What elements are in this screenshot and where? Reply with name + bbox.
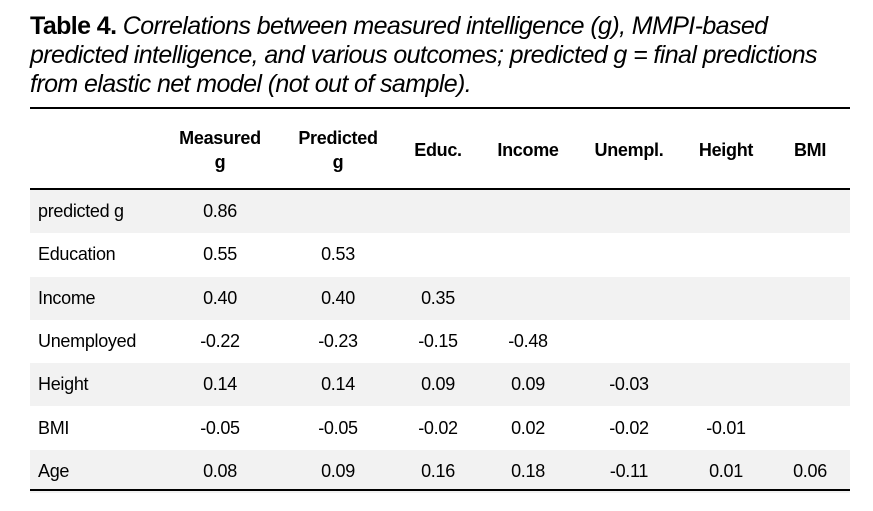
table-cell: -0.05 xyxy=(318,417,358,438)
column-header: Income xyxy=(480,124,576,176)
table-row: Unemployed -0.22 -0.23 -0.15 -0.48 xyxy=(30,320,850,363)
table-cell: 0.14 xyxy=(203,374,237,395)
table-cell: 0.09 xyxy=(321,460,355,481)
column-header-line1: Educ. xyxy=(414,140,462,160)
row-label: Age xyxy=(38,460,70,481)
table-cell: -0.15 xyxy=(418,330,458,351)
row-label: BMI xyxy=(38,417,70,438)
column-header-line1: BMI xyxy=(793,140,827,160)
table-cell: 0.40 xyxy=(203,287,237,308)
column-header: BMI xyxy=(762,124,858,176)
table-cell: 0.02 xyxy=(511,417,545,438)
column-header: Educ. xyxy=(390,124,486,176)
table-row: predicted g 0.86 xyxy=(30,190,850,233)
table-row: BMI -0.05 -0.05 -0.02 0.02 -0.02 -0.01 xyxy=(30,407,850,450)
row-label: Unemployed xyxy=(38,330,137,351)
table-cell: -0.01 xyxy=(706,417,746,438)
table-cell: 0.14 xyxy=(321,374,355,395)
table-cell: 0.18 xyxy=(511,460,545,481)
table-cell: -0.48 xyxy=(508,330,548,351)
row-label: predicted g xyxy=(38,201,124,221)
column-header-line1: Height xyxy=(698,140,754,160)
column-header-line1: Income xyxy=(497,140,559,160)
table-cell: -0.05 xyxy=(200,417,240,438)
table-cell: -0.22 xyxy=(200,330,240,351)
row-label: Height xyxy=(38,374,89,395)
table-top-rule xyxy=(30,107,850,109)
table-cell: 0.09 xyxy=(511,374,545,395)
table-cell: 0.08 xyxy=(203,460,237,481)
column-header: Height xyxy=(678,124,774,176)
table-cell: 0.09 xyxy=(421,374,455,395)
table-cell: 0.86 xyxy=(203,201,237,221)
table-cell: 0.40 xyxy=(321,287,355,308)
table-header-rule xyxy=(30,188,850,190)
table-cell: -0.02 xyxy=(609,417,649,438)
table-cell: 0.01 xyxy=(709,460,743,481)
table-cell: 0.53 xyxy=(321,244,355,265)
table-caption-text: Correlations between measured intelligen… xyxy=(30,12,818,98)
column-header-line1: Predicted xyxy=(298,128,378,148)
table-row: Education 0.55 0.53 xyxy=(30,233,850,276)
column-header: Measured g xyxy=(172,124,268,176)
table-cell: 0.55 xyxy=(203,244,237,265)
table-row: Income 0.40 0.40 0.35 xyxy=(30,276,850,320)
column-header-line1: Measured xyxy=(179,128,261,148)
column-header: Predicted g xyxy=(290,124,386,176)
table-cell: 0.35 xyxy=(421,287,455,308)
table-caption: Table 4. Correlations between measured i… xyxy=(30,12,860,99)
table-caption-label: Table 4. xyxy=(30,12,117,40)
table-cell: -0.23 xyxy=(318,330,358,351)
column-header-line1: Unempl. xyxy=(594,140,664,160)
column-header-line2: g xyxy=(214,152,226,172)
row-label: Income xyxy=(38,287,96,308)
table-row: Age 0.08 0.09 0.16 0.18 -0.11 0.01 0.06 xyxy=(30,449,850,493)
table-row: Height 0.14 0.14 0.09 0.09 -0.03 xyxy=(30,363,850,407)
column-header: Unempl. xyxy=(581,124,677,176)
table-bottom-rule xyxy=(30,489,850,491)
table-cell: -0.02 xyxy=(418,417,458,438)
row-label: Education xyxy=(38,244,116,265)
column-header-line2: g xyxy=(332,152,344,172)
table-cell: -0.11 xyxy=(609,460,649,481)
table-cell: 0.16 xyxy=(421,460,455,481)
table-cell: 0.06 xyxy=(793,460,827,481)
table-cell: -0.03 xyxy=(609,374,649,395)
